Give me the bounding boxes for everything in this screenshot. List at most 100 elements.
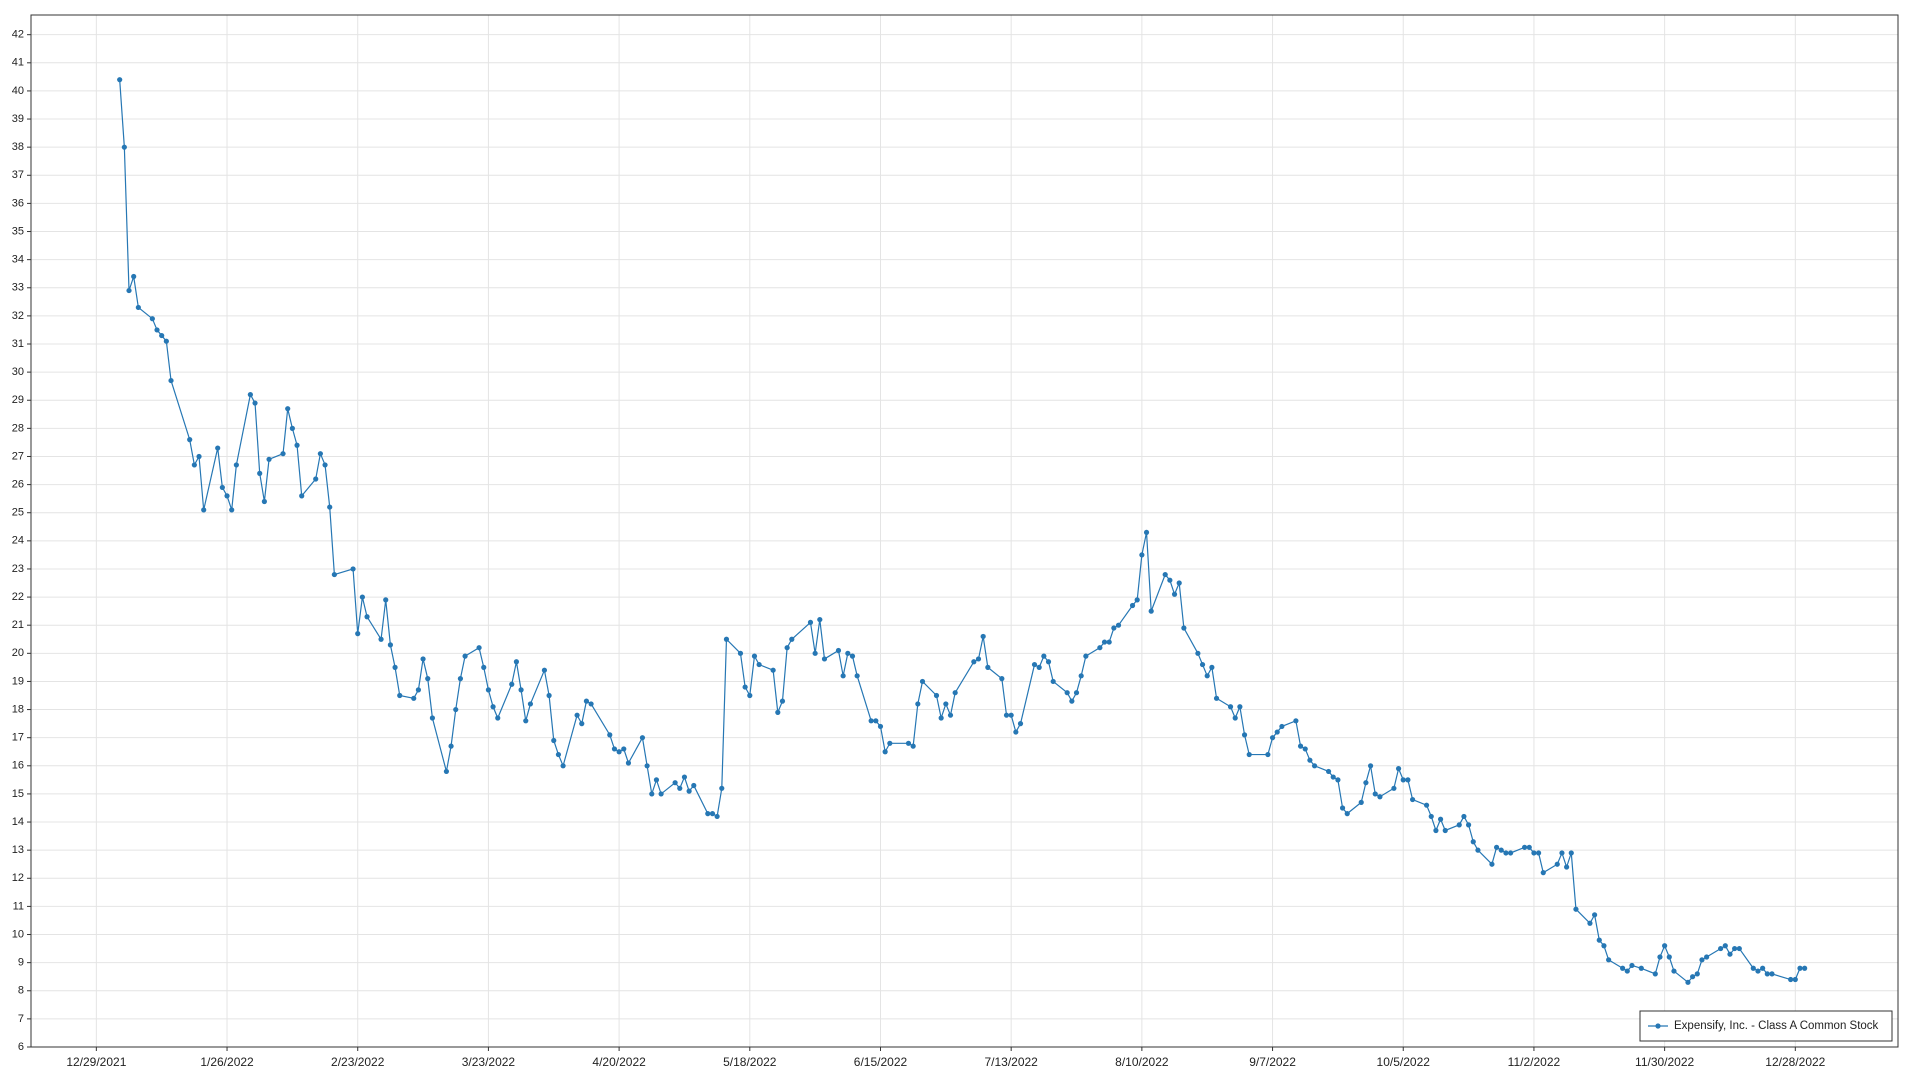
y-tick-label: 41 [12,57,24,69]
y-tick-label: 27 [12,450,24,462]
data-point [751,653,758,659]
data-point [952,690,958,696]
legend-label: Expensify, Inc. - Class A Common Stock [1674,1020,1879,1032]
x-tick-label: 9/7/2022 [1249,1055,1296,1069]
data-point [975,656,982,662]
y-tick-label: 26 [12,479,24,491]
data-point [490,704,496,710]
data-point [943,701,949,707]
data-point [215,445,221,451]
data-point [1078,673,1084,679]
data-point [1587,920,1593,926]
data-point [1297,743,1304,749]
data-point [523,718,529,724]
data-point [509,681,515,687]
data-point [1073,690,1080,696]
data-point [131,273,137,280]
data-point [1760,965,1766,971]
data-point [905,740,912,746]
data-point [317,451,323,457]
data-point [845,650,851,656]
data-point [1307,757,1313,763]
y-tick-label: 9 [18,957,24,969]
data-point [1601,943,1607,949]
data-point [1540,870,1546,876]
data-point [784,645,790,651]
data-point [1493,844,1500,850]
y-tick-label: 14 [12,816,24,828]
data-point [196,453,202,460]
data-point [1269,735,1276,741]
y-tick-label: 23 [12,563,24,575]
y-tick-label: 12 [12,872,24,884]
y-tick-label: 15 [12,788,24,800]
data-point [789,636,795,642]
data-point [644,763,650,769]
data-point [1671,968,1677,974]
data-point [607,732,613,738]
data-point [457,676,464,682]
data-point [1344,811,1350,817]
data-point [1606,957,1612,963]
data-point [420,656,426,662]
data-point [1274,729,1280,735]
data-point [313,476,319,482]
data-point [686,788,692,794]
data-point [882,749,888,755]
data-point [1395,766,1402,772]
data-point [779,698,786,704]
y-tick-label: 17 [12,732,24,744]
data-point [126,287,132,294]
data-point [709,811,716,817]
data-point [383,597,389,603]
data-point [1213,695,1220,701]
data-point [1470,839,1476,845]
data-point [443,768,450,775]
data-point [1718,945,1724,952]
data-point [1036,664,1042,670]
data-point [611,746,618,752]
y-tick-label: 30 [12,366,24,378]
data-point [849,653,856,659]
data-point [1666,954,1672,960]
data-point [1596,937,1602,943]
y-tick-label: 22 [12,591,24,603]
data-point [1083,653,1089,659]
data-point [322,462,328,468]
data-point [588,701,594,707]
data-point [364,614,370,620]
data-point [1003,712,1010,718]
data-point [1129,602,1136,609]
data-point [1638,965,1644,971]
data-point [1097,645,1103,651]
data-point [933,692,940,699]
data-point [257,470,263,476]
data-point [817,616,823,623]
data-point [1792,976,1798,983]
data-point [1115,622,1122,628]
data-point [1489,861,1495,867]
data-point [1031,661,1038,668]
data-point [1363,780,1369,786]
data-point [854,673,860,679]
y-tick-label: 28 [12,422,24,434]
data-point [719,785,725,791]
y-tick-label: 10 [12,928,24,940]
data-point [485,687,492,693]
data-point [429,715,436,721]
data-point [985,664,991,670]
data-point [1232,715,1238,721]
data-point [1069,698,1075,704]
data-point [1139,552,1145,558]
data-point [1237,704,1243,710]
data-point [219,484,225,491]
data-point [392,664,398,670]
y-tick-label: 20 [12,647,24,659]
data-point [625,760,632,766]
data-point [1797,965,1803,971]
data-point [1522,844,1528,850]
data-point [1750,965,1756,971]
data-point [1339,805,1346,811]
data-point [191,462,197,468]
x-tick-label: 3/23/2022 [462,1055,516,1069]
